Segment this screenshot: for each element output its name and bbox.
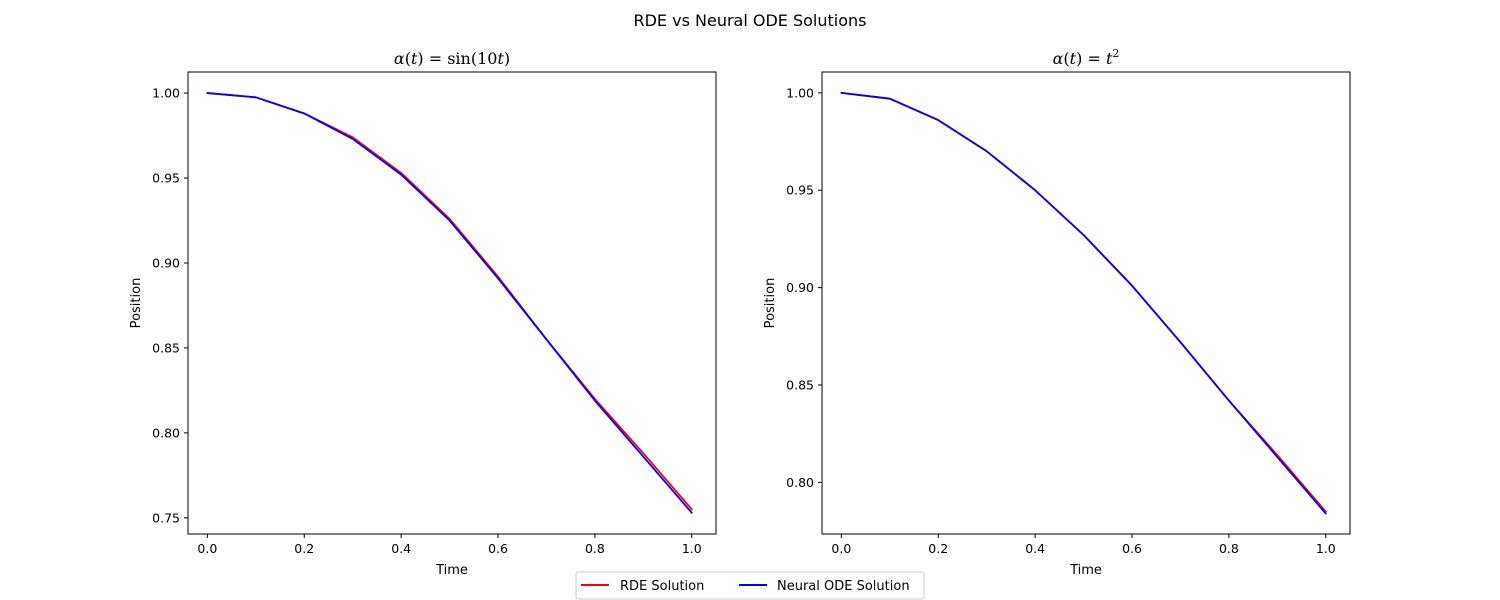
subplot-right: α(t) = t2 0.0 0.2 0.4 0.6 0.8 1.0 0.80 0.85 0.90 0… (763, 47, 1351, 578)
subplot-left: α(t) = sin(10t) 0.0 0.2 0.4 0.6 0.8 1.0 0.75 0.8… (129, 49, 717, 578)
y-tick-label: 0.95 (152, 171, 180, 186)
x-axis-label: Time (1069, 563, 1102, 578)
y-tick-label: 0.85 (152, 340, 180, 355)
series-line-neural-ode (206, 92, 693, 514)
x-tick-label: 1.0 (1316, 541, 1336, 556)
subplot-title: α(t) = sin(10t) (394, 49, 510, 68)
y-axis-label: Position (129, 278, 144, 329)
legend: RDE Solution Neural ODE Solution (575, 571, 925, 600)
x-tick-label: 0.6 (1122, 541, 1142, 556)
y-tick-label: 1.00 (152, 86, 180, 101)
x-tick-label: 0.4 (391, 541, 411, 556)
axes-frame (187, 71, 717, 535)
x-tick-label: 0.2 (294, 541, 314, 556)
x-axis-label: Time (435, 563, 468, 578)
subplot-title: α(t) = t2 (1053, 47, 1120, 68)
x-tick-label: 0.8 (1219, 541, 1239, 556)
series-line-neural-ode (840, 91, 1327, 515)
x-tick-label: 0.0 (197, 541, 217, 556)
x-tick-label: 0.8 (585, 541, 605, 556)
y-tick-label: 0.90 (786, 280, 814, 295)
y-tick-label: 0.80 (152, 425, 180, 440)
y-axis-label: Position (763, 278, 778, 329)
y-tick-label: 0.95 (786, 183, 814, 198)
y-tick-label: 0.80 (786, 475, 814, 490)
legend-label-rde: RDE Solution (620, 579, 704, 594)
y-tick-label: 1.00 (786, 85, 814, 100)
y-tick-label: 0.75 (152, 510, 180, 525)
y-tick-label: 0.90 (152, 255, 180, 270)
x-tick-label: 0.6 (488, 541, 508, 556)
figure-suptitle: RDE vs Neural ODE Solutions (633, 11, 866, 30)
x-tick-label: 0.2 (928, 541, 948, 556)
x-tick-label: 0.4 (1025, 541, 1045, 556)
x-tick-label: 1.0 (682, 541, 702, 556)
legend-label-neural-ode: Neural ODE Solution (777, 579, 910, 594)
axes-frame (821, 71, 1351, 535)
y-tick-label: 0.85 (786, 377, 814, 392)
x-tick-label: 0.0 (831, 541, 851, 556)
